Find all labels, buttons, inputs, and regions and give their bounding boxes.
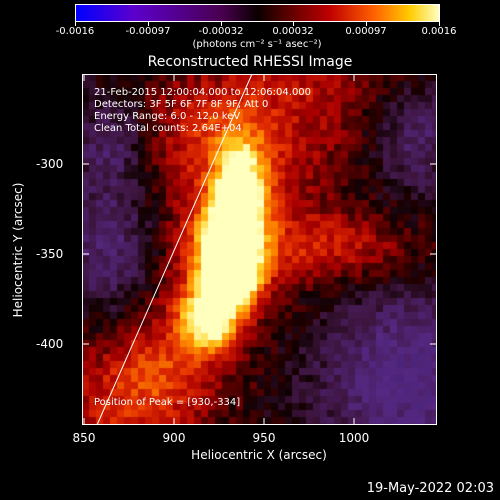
colorbar-label: 0.0016 [421,26,457,37]
info-detectors: Detectors: 3F 5F 6F 7F 8F 9F, Att 0 [94,99,269,110]
y-tick-label: -300 [36,157,64,171]
rhessi-image [82,74,437,425]
colorbar-label: -0.0016 [55,26,95,37]
info-counts: Clean Total counts: 2.64E+04 [94,123,242,134]
y-tick-label: -400 [36,337,64,351]
colorbar-tick [75,21,76,26]
colorbar-label: 0.00032 [272,26,314,37]
colorbar-tick [293,21,294,26]
info-time: 21-Feb-2015 12:00:04.000 to 12:06:04.000 [94,87,312,98]
colorbar [75,4,440,22]
generation-date: 19-May-2022 02:03 [366,481,494,496]
colorbar-tick [148,21,149,26]
image-title: Reconstructed RHESSI Image [147,54,353,70]
plot-frame [82,74,437,425]
y-axis-label: Heliocentric Y (arcsec) [11,182,25,318]
x-tick-label: 950 [252,431,276,445]
colorbar-label: -0.00032 [198,26,244,37]
info-energy: Energy Range: 6.0 - 12.0 keV [94,111,241,122]
colorbar-units: (photons cm⁻² s⁻¹ asec⁻²) [192,39,322,50]
colorbar-tick [366,21,367,26]
limb-line [96,74,253,425]
x-axis-label: Heliocentric X (arcsec) [191,448,327,462]
colorbar-tick [221,21,222,26]
x-tick-label: 850 [72,431,96,445]
x-tick-label: 900 [162,431,186,445]
colorbar-label: 0.00097 [345,26,387,37]
info-peak: Position of Peak = [930,-334] [94,397,241,408]
y-tick-label: -350 [36,247,64,261]
colorbar-tick [439,21,440,26]
x-tick-label: 1000 [338,431,370,445]
colorbar-label: -0.00097 [125,26,171,37]
solar-limb [96,74,253,425]
